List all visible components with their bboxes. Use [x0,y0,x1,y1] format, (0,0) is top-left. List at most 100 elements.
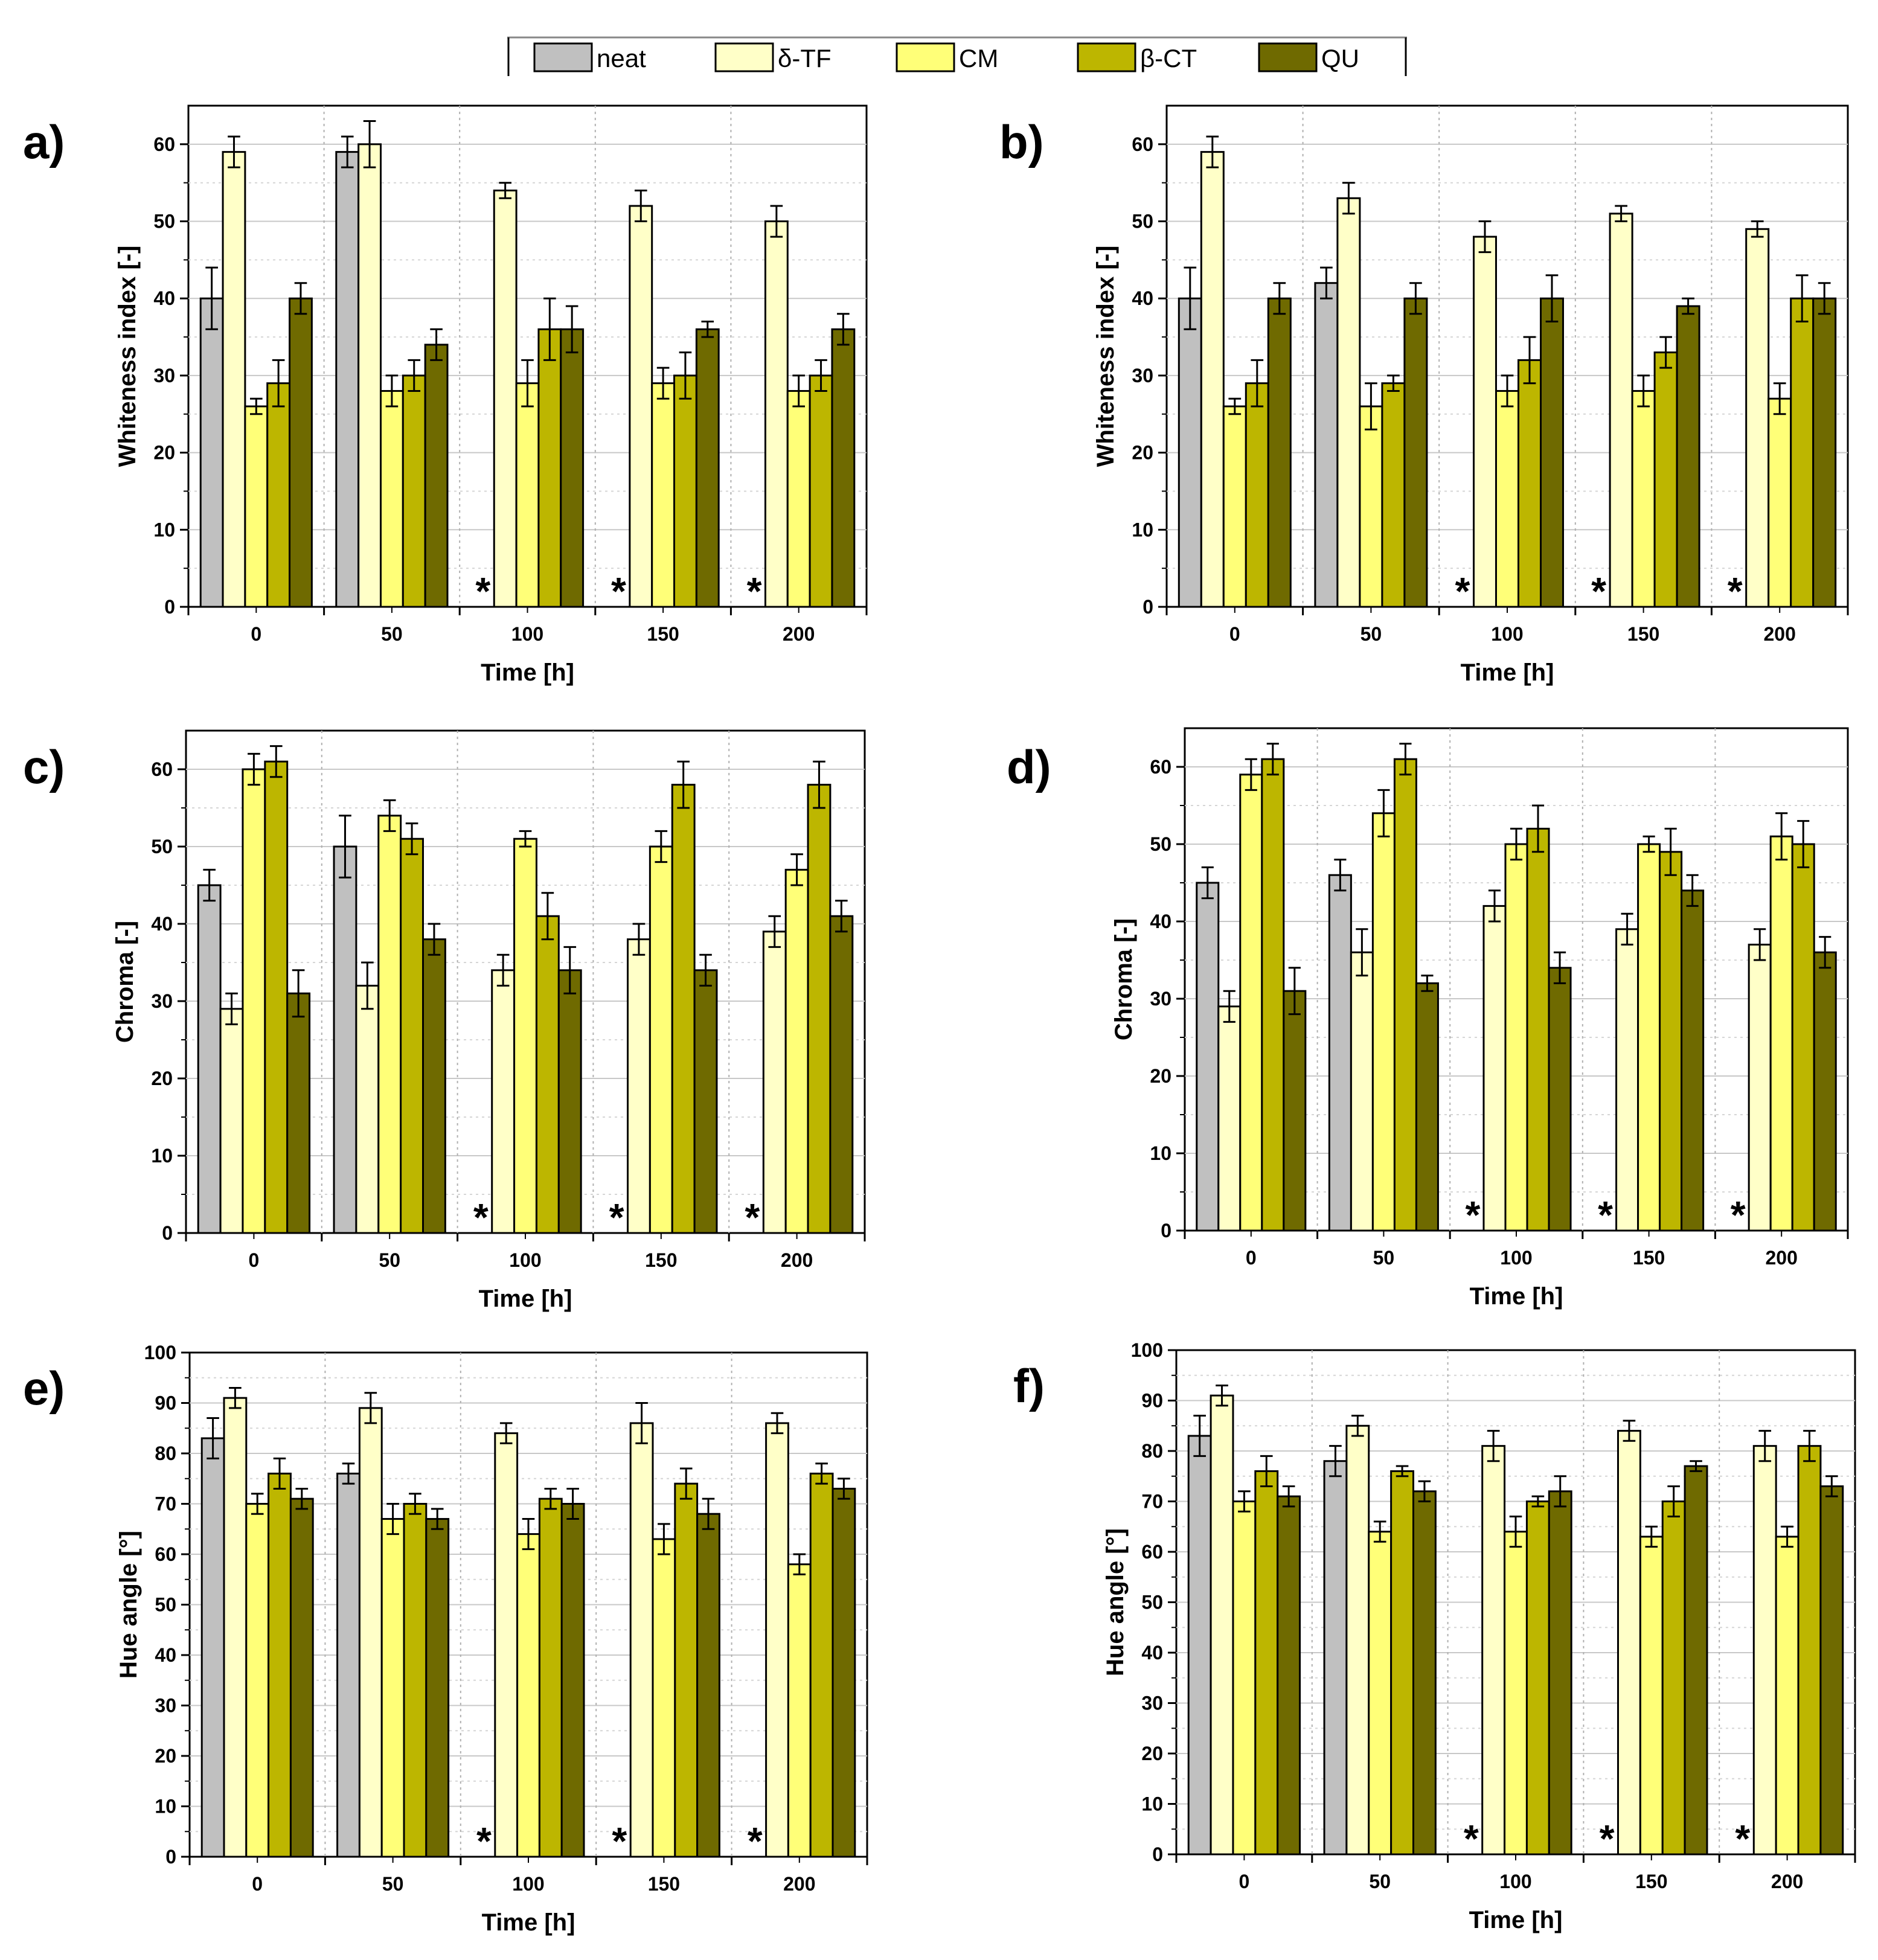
y-tick-label: 40 [1150,911,1171,932]
missing-data-star: * [612,1819,627,1863]
legend-label-qu: QU [1321,44,1359,72]
bar-beta-ct [266,382,291,608]
y-tick-label: 90 [1141,1390,1163,1412]
x-tick-label: 100 [1500,1247,1532,1269]
bar-neat [199,297,224,608]
y-tick-label: 70 [155,1493,176,1515]
bar-cm [1371,812,1396,1232]
x-tick-label: 150 [647,623,679,645]
bar-cm [1495,389,1519,608]
bar-qu [425,1518,450,1858]
bar-qu [1415,982,1439,1232]
bar-cm [1631,389,1656,608]
missing-data-star: * [476,1819,492,1863]
panel-label: f) [1013,1359,1045,1412]
bar-qu [1548,1490,1572,1856]
x-tick-label: 0 [1239,1871,1250,1892]
y-tick-label: 80 [155,1443,176,1464]
bar-beta-ct [1659,851,1683,1232]
chart-panel-1: a) 0 10 20 30 40 50 60 0 50 100 150 200 Time [h] White… [23,104,868,686]
bar-beta-ct [1517,359,1542,608]
x-tick-label: 100 [1499,1871,1531,1892]
bar-delta-tf [1745,228,1770,608]
bar-qu [696,1513,720,1858]
bar-beta-ct [1254,1470,1279,1856]
x-tick-label: 100 [509,1249,541,1271]
bar-beta-ct [264,760,289,1234]
y-axis-title: Hue angle [°] [1102,1528,1129,1676]
bar-qu [1548,967,1572,1232]
x-tick-label: 200 [783,623,815,645]
chart-panel-2: b) 0 10 20 30 40 50 60 0 50 100 150 200 Time [h] White… [999,104,1849,686]
x-tick-label: 200 [1764,623,1796,645]
y-tick-label: 0 [164,596,175,618]
legend-label-neat: neat [597,44,646,72]
bar-qu [693,969,718,1234]
bar-delta-tf [1609,213,1633,608]
bar-delta-tf [762,930,787,1234]
missing-data-star: * [1735,1817,1750,1860]
bar-neat [335,151,360,608]
y-tick-label: 10 [155,1796,176,1817]
y-tick-label: 30 [1150,988,1171,1010]
bar-beta-ct [400,837,425,1234]
bar-delta-tf [491,969,516,1234]
bar-qu [1813,951,1837,1232]
y-axis-title: Whiteness index [-] [114,246,141,467]
y-tick-label: 20 [151,1068,173,1089]
panel-label: d) [1007,740,1051,793]
bar-neat [200,1437,225,1858]
bar-qu [424,344,449,608]
x-tick-label: 0 [249,1249,260,1271]
bar-beta-ct [807,784,832,1234]
bar-delta-tf [629,205,653,608]
legend-label-beta-ct: β-CT [1140,44,1197,72]
missing-data-star: * [1591,569,1606,613]
bar-delta-tf [494,1432,519,1858]
bar-cm [515,382,540,608]
y-tick-label: 30 [1132,365,1153,386]
y-tick-label: 10 [1132,519,1153,540]
bar-beta-ct [537,328,562,608]
y-tick-label: 50 [151,836,173,857]
bar-cm [1769,835,1793,1232]
bar-delta-tf [1345,1424,1370,1856]
y-tick-label: 10 [151,1145,173,1167]
bar-cm [784,868,809,1234]
bar-neat [1328,874,1352,1232]
bar-delta-tf [493,189,518,608]
bar-qu [1412,1490,1437,1856]
missing-data-star: * [1598,1193,1613,1237]
bar-beta-ct [535,915,560,1234]
bar-qu [289,1497,314,1858]
x-tick-label: 200 [1771,1871,1803,1892]
bar-beta-ct [809,1472,834,1858]
bar-cm [1775,1536,1799,1856]
x-axis-title: Time [h] [479,1286,572,1312]
bar-delta-tf [629,1422,654,1858]
y-axis-title: Hue angle [°] [115,1531,142,1679]
x-tick-label: 200 [781,1249,813,1271]
panel-label: c) [23,740,65,793]
bar-delta-tf [1210,1394,1234,1856]
bar-qu [1277,1495,1301,1856]
bar-beta-ct [1393,758,1417,1232]
bar-delta-tf [1482,905,1507,1232]
bar-cm [380,1518,405,1858]
bar-cm [1232,1500,1257,1856]
bar-cm [1637,843,1661,1232]
y-tick-label: 20 [153,442,175,464]
chart-panel-6: f) 0 10 20 30 40 50 60 70 80 90 100 0 50 100 150 200 Time… [1013,1339,1856,1933]
bar-beta-ct [1653,351,1678,608]
y-tick-label: 60 [153,133,175,155]
bar-neat [1187,1435,1212,1856]
y-tick-label: 40 [153,287,175,309]
bar-beta-ct [1790,297,1815,608]
x-tick-label: 150 [648,1873,680,1895]
bar-beta-ct [1245,382,1269,608]
bar-cm [649,845,673,1234]
bar-delta-tf [1615,928,1639,1232]
bar-delta-tf [1748,943,1772,1232]
